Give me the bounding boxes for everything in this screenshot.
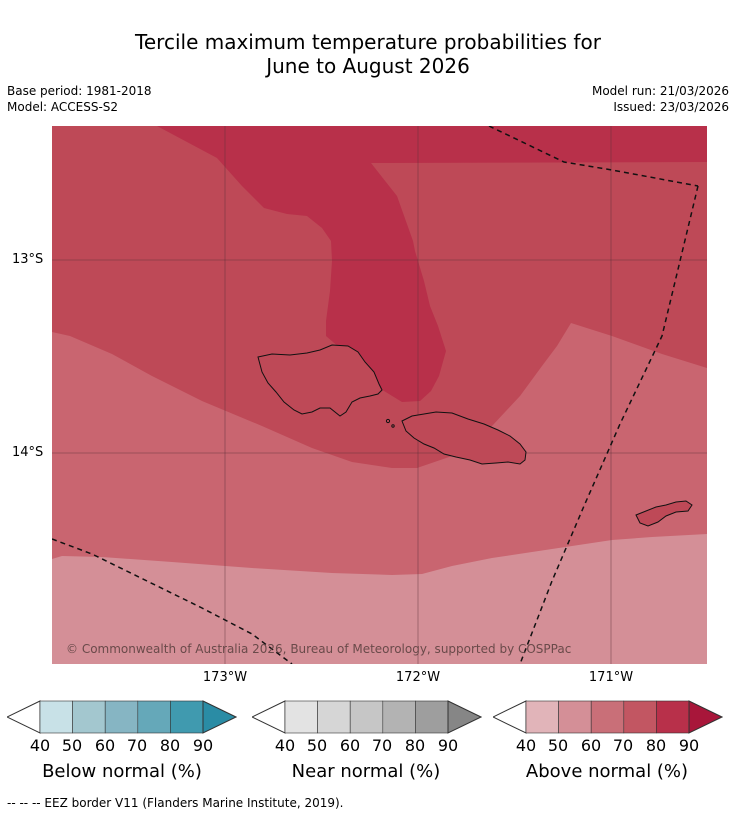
- colorbar-above-seg-3: [623, 700, 657, 734]
- colorbar-below-seg-2: [104, 700, 139, 734]
- colorbar-above: [493, 700, 723, 734]
- colorbar-below-seg-3: [137, 700, 171, 734]
- colorbar-near-tick-50: 50: [306, 736, 328, 755]
- colorbar-near-seg-0: [284, 700, 318, 734]
- colorbar-above-tick-50: 50: [547, 736, 569, 755]
- eez-border-east: [519, 185, 699, 664]
- colorbar-above-seg-4: [656, 700, 690, 734]
- lon-label-172w: 172°W: [395, 670, 441, 685]
- island-manono: [385, 418, 391, 424]
- probability-map[interactable]: © Commonwealth of Australia 2026, Bureau…: [52, 126, 707, 664]
- colorbar-above-tick-70: 70: [612, 736, 634, 755]
- model-name: Model: ACCESS-S2: [7, 100, 119, 114]
- meta-right: Model run: 21/03/2026 Issued: 23/03/2026: [592, 83, 729, 115]
- colorbar-near-tick-90: 90: [437, 736, 459, 755]
- graticule: [52, 126, 707, 664]
- colorbar-below-tick-90: 90: [192, 736, 214, 755]
- colorbar-below: [7, 700, 237, 734]
- lon-label-173w: 173°W: [202, 670, 248, 685]
- islands: [257, 344, 693, 527]
- colorbar-above-label: Above normal (%): [525, 761, 689, 782]
- colorbar-above-max-arrow: [688, 700, 723, 734]
- colorbar-below-tick-80: 80: [159, 736, 181, 755]
- colorbar-above-seg-2: [590, 700, 625, 734]
- colorbar-above-seg-1: [558, 700, 592, 734]
- colorbar-near-seg-2: [349, 700, 384, 734]
- colorbar-above-tick-40: 40: [515, 736, 537, 755]
- colorbar-below-tick-40: 40: [29, 736, 51, 755]
- colorbar-near-min-arrow: [252, 700, 286, 734]
- issued-date: Issued: 23/03/2026: [613, 100, 729, 114]
- colorbar-below-label: Below normal (%): [42, 761, 202, 782]
- title-line-2: June to August 2026: [266, 54, 470, 78]
- colorbar-above-seg-0: [525, 700, 559, 734]
- eez-footnote: -- -- -- EEZ border V11 (Flanders Marine…: [7, 796, 344, 810]
- base-period: Base period: 1981-2018: [7, 84, 152, 98]
- colorbar-above-tick-60: 60: [580, 736, 602, 755]
- island-tutuila: [635, 500, 693, 527]
- eez-border: [52, 126, 699, 664]
- map-canvas: [52, 126, 707, 664]
- colorbar-near-seg-3: [382, 700, 416, 734]
- colorbar-near-seg-4: [415, 700, 449, 734]
- title-line-1: Tercile maximum temperature probabilitie…: [135, 30, 601, 54]
- region-40-50: [52, 534, 707, 664]
- colorbar-near-tick-40: 40: [274, 736, 296, 755]
- colorbar-below-tick-60: 60: [94, 736, 116, 755]
- lon-label-171w: 171°W: [588, 670, 634, 685]
- lat-label-14s: 14°S: [12, 445, 44, 460]
- colorbar-above-tick-80: 80: [645, 736, 667, 755]
- chart-title: Tercile maximum temperature probabilitie…: [0, 30, 736, 78]
- meta-left: Base period: 1981-2018 Model: ACCESS-S2: [7, 83, 152, 115]
- colorbar-below-seg-4: [170, 700, 204, 734]
- colorbar-below-seg-1: [72, 700, 106, 734]
- island-upolu: [401, 411, 527, 465]
- colorbar-near-seg-1: [317, 700, 351, 734]
- island-apolima: [391, 424, 395, 428]
- region-80-90: [157, 126, 707, 402]
- colorbar-near-tick-60: 60: [339, 736, 361, 755]
- colorbar-below-min-arrow: [7, 700, 41, 734]
- colorbar-near: [252, 700, 482, 734]
- eez-border-north: [488, 126, 699, 187]
- colorbar-below-seg-0: [39, 700, 73, 734]
- island-savaii: [257, 344, 383, 417]
- colorbar-near-label: Near normal (%): [291, 761, 441, 782]
- colorbar-above-min-arrow: [493, 700, 527, 734]
- lat-label-13s: 13°S: [12, 252, 44, 267]
- colorbar-below-max-arrow: [202, 700, 237, 734]
- eez-border-southwest: [52, 538, 293, 664]
- colorbar-near-max-arrow: [447, 700, 482, 734]
- colorbar-above-tick-90: 90: [678, 736, 700, 755]
- map-copyright: © Commonwealth of Australia 2026, Bureau…: [66, 642, 572, 656]
- colorbar-near-tick-70: 70: [371, 736, 393, 755]
- colorbar-near-tick-80: 80: [404, 736, 426, 755]
- model-run: Model run: 21/03/2026: [591, 84, 729, 98]
- colorbar-below-tick-50: 50: [61, 736, 83, 755]
- colorbar-below-tick-70: 70: [126, 736, 148, 755]
